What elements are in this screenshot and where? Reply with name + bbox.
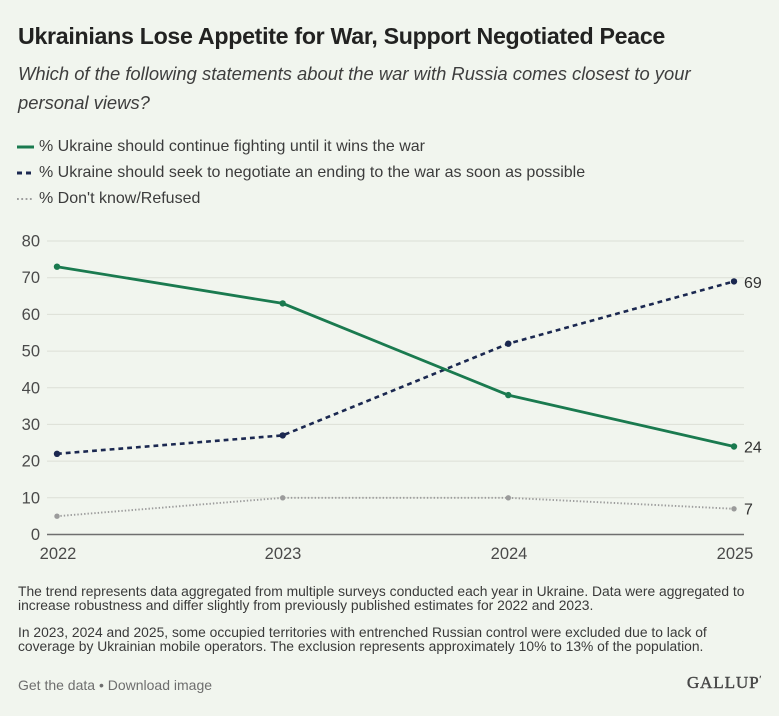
svg-text:2025: 2025 xyxy=(717,545,754,563)
svg-text:20: 20 xyxy=(22,453,40,471)
svg-text:2023: 2023 xyxy=(265,545,302,563)
svg-text:7: 7 xyxy=(744,502,753,519)
svg-text:60: 60 xyxy=(22,306,40,324)
svg-text:80: 80 xyxy=(22,233,40,251)
svg-text:24: 24 xyxy=(744,440,762,457)
svg-text:40: 40 xyxy=(22,379,40,397)
svg-text:2024: 2024 xyxy=(491,545,528,563)
svg-text:69: 69 xyxy=(744,275,762,292)
svg-text:10: 10 xyxy=(22,489,40,507)
svg-text:30: 30 xyxy=(22,416,40,434)
svg-text:2022: 2022 xyxy=(40,545,77,563)
svg-text:70: 70 xyxy=(22,269,40,287)
svg-text:50: 50 xyxy=(22,343,40,361)
svg-text:0: 0 xyxy=(31,526,40,544)
